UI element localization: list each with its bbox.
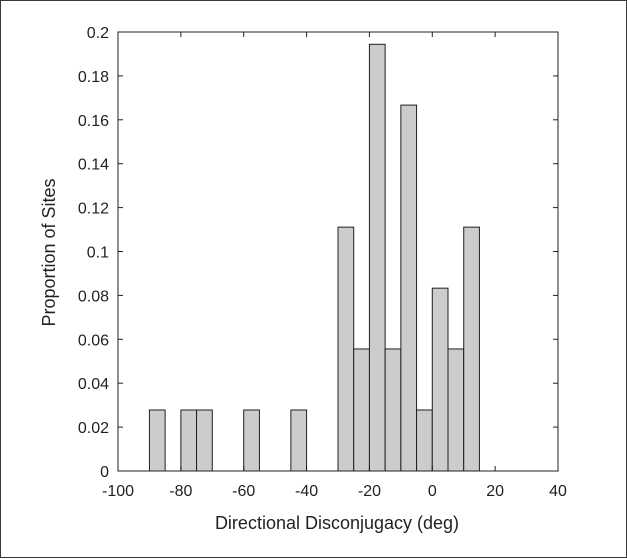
y-tick-label-10: 0.2 — [87, 25, 109, 42]
y-tick-label-3: 0.06 — [78, 332, 109, 349]
y-tick-label-5: 0.1 — [87, 245, 109, 262]
x-tick-label-0: -100 — [102, 483, 134, 500]
bar-14 — [353, 348, 370, 472]
bars-group — [133, 43, 511, 472]
x-tick-label-1: -80 — [169, 483, 192, 500]
x-axis-label: Directional Disconjugacy (deg) — [215, 513, 459, 533]
bar-19 — [431, 287, 449, 472]
y-tick-label-0: 0 — [100, 464, 109, 481]
bar-17 — [400, 104, 418, 472]
bar-1 — [148, 409, 166, 472]
y-tick-label-1: 0.02 — [78, 420, 109, 437]
x-tick-label-2: -60 — [232, 483, 255, 500]
x-tick-label-4: -20 — [358, 483, 381, 500]
bar-7 — [243, 409, 260, 472]
bar-21 — [463, 226, 480, 472]
x-tick-label-6: 20 — [486, 483, 504, 500]
y-tick-label-6: 0.12 — [78, 201, 109, 218]
y-tick-label-7: 0.14 — [78, 157, 109, 174]
x-tick-label-7: 40 — [549, 483, 567, 500]
bar-3 — [180, 409, 198, 472]
x-tick-label-3: -40 — [295, 483, 318, 500]
bar-10 — [290, 409, 308, 472]
bar-18 — [416, 409, 433, 472]
x-tick-label-5: 0 — [428, 483, 437, 500]
y-tick-label-4: 0.08 — [78, 288, 109, 305]
y-axis-label: Proportion of Sites — [39, 178, 59, 326]
y-tick-label-9: 0.18 — [78, 69, 109, 86]
bar-13 — [337, 226, 355, 472]
bar-16 — [384, 348, 402, 472]
bar-20 — [447, 348, 465, 472]
y-tick-label-8: 0.16 — [78, 113, 109, 130]
y-tick-label-2: 0.04 — [78, 376, 109, 393]
x-axis-ticks: -100 -80 -60 -40 -20 0 20 40 — [102, 32, 567, 500]
bar-15 — [368, 43, 386, 472]
bar-4 — [196, 409, 213, 472]
y-axis-ticks: 0 0.02 0.04 0.06 0.08 0.1 0.12 0.14 0.16 0.18 0.2 — [78, 25, 558, 481]
